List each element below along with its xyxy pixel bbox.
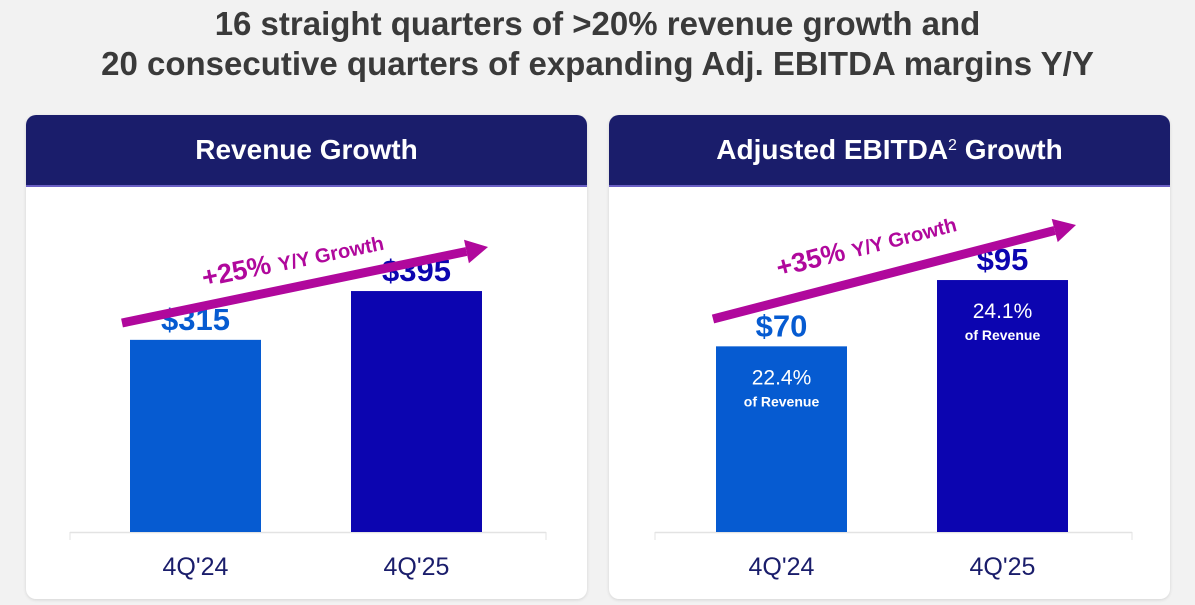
- bar-value-label: $70: [756, 308, 808, 343]
- growth-arrow-shaft: [711, 226, 1056, 324]
- headline: 16 straight quarters of >20% revenue gro…: [0, 4, 1195, 84]
- ebitda-growth-panel: Adjusted EBITDA 2 Growth $70 4Q'24 22.4% of …: [609, 115, 1170, 599]
- margin-pct-label: 24.1%: [973, 300, 1033, 323]
- footnote-marker: 2: [948, 137, 957, 154]
- margin-sub-label: of Revenue: [965, 327, 1041, 343]
- ebitda-growth-header: Adjusted EBITDA 2 Growth: [609, 115, 1170, 187]
- headline-line-2: 20 consecutive quarters of expanding Adj…: [101, 45, 1094, 82]
- x-tick-label: 4Q'25: [384, 553, 450, 581]
- growth-annotation: +35% Y/Y Growth: [773, 207, 959, 282]
- margin-pct-label: 22.4%: [752, 366, 812, 389]
- ebitda-growth-title-suffix: Growth: [964, 134, 1063, 165]
- revenue-growth-panel: Revenue Growth $315 4Q'24 $395 4Q'25 +25% Y/…: [26, 115, 587, 599]
- x-tick-label: 4Q'25: [970, 553, 1036, 581]
- growth-arrow-head-icon: [464, 239, 488, 264]
- margin-sub-label: of Revenue: [744, 393, 820, 409]
- bar-4Q24: [716, 346, 847, 532]
- growth-arrow-shaft: [121, 247, 468, 328]
- x-tick-label: 4Q'24: [163, 553, 229, 581]
- revenue-growth-title: Revenue Growth: [195, 134, 418, 165]
- ebitda-growth-title: Adjusted EBITDA: [716, 134, 949, 165]
- bar-4Q24: [130, 339, 261, 532]
- bar-4Q25: [937, 280, 1068, 532]
- growth-pct: +35%: [773, 234, 855, 282]
- headline-line-1: 16 straight quarters of >20% revenue gro…: [214, 5, 981, 42]
- growth-pct: +25%: [199, 248, 281, 293]
- bar-4Q25: [351, 291, 482, 532]
- growth-arrow-head-icon: [1051, 218, 1076, 243]
- x-tick-label: 4Q'24: [749, 553, 815, 581]
- growth-annotation: +25% Y/Y Growth: [199, 226, 386, 293]
- revenue-growth-header: Revenue Growth: [26, 115, 587, 187]
